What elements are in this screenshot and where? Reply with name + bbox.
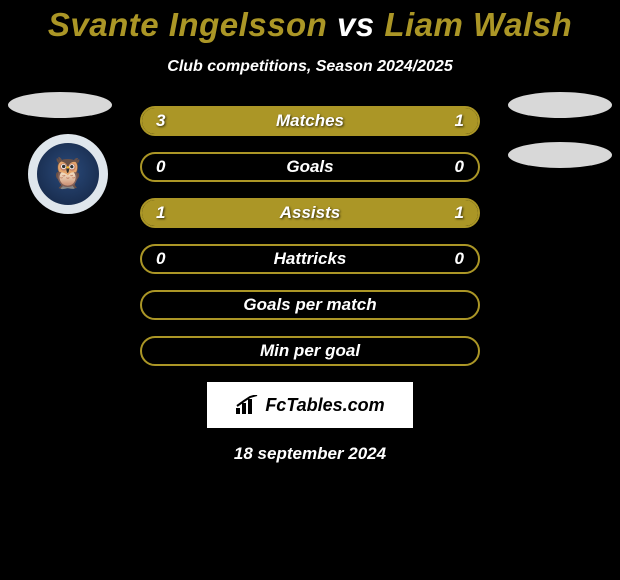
stat-label: Hattricks — [274, 249, 347, 269]
stat-fill-right — [394, 108, 478, 134]
stat-row: 0 0 Goals — [140, 152, 480, 182]
club-left-area: 🦉 — [8, 92, 112, 118]
owl-icon: 🦉 — [49, 159, 86, 189]
subtitle: Club competitions, Season 2024/2025 — [0, 58, 620, 76]
stat-label: Assists — [280, 203, 340, 223]
stat-value-left: 3 — [156, 111, 165, 131]
page-title: Svante Ingelsson vs Liam Walsh — [0, 0, 620, 44]
club-right-area — [508, 92, 612, 168]
stat-row: Min per goal — [140, 336, 480, 366]
brand-text: FcTables.com — [265, 395, 384, 416]
stat-label: Matches — [276, 111, 344, 131]
stat-row: Goals per match — [140, 290, 480, 320]
club-right-placeholder-1 — [508, 92, 612, 118]
stat-value-right: 1 — [455, 203, 464, 223]
stat-bars: 3 1 Matches 0 0 Goals 1 1 Assists 0 0 Hattricks Goal… — [140, 106, 480, 366]
stat-label: Goals per match — [243, 295, 376, 315]
comparison-card: Svante Ingelsson vs Liam Walsh Club comp… — [0, 0, 620, 580]
comparison-content: 🦉 3 1 Matches 0 0 Goals 1 1 Assists 0 0 Hattricks Go… — [0, 106, 620, 464]
vs-text: vs — [337, 6, 375, 43]
stat-row: 1 1 Assists — [140, 198, 480, 228]
date-text: 18 september 2024 — [0, 444, 620, 464]
stat-row: 0 0 Hattricks — [140, 244, 480, 274]
club-right-placeholder-2 — [508, 142, 612, 168]
player1-name: Svante Ingelsson — [48, 6, 327, 43]
club-badge-inner: 🦉 — [34, 140, 102, 208]
stat-value-right: 0 — [455, 249, 464, 269]
stat-value-right: 1 — [455, 111, 464, 131]
stat-value-right: 0 — [455, 157, 464, 177]
brand-box: FcTables.com — [207, 382, 413, 428]
stat-label: Goals — [286, 157, 333, 177]
brand-chart-icon — [235, 395, 259, 415]
club-left-badge: 🦉 — [28, 134, 108, 214]
stat-fill-left — [142, 108, 394, 134]
player2-name: Liam Walsh — [384, 6, 572, 43]
club-left-placeholder — [8, 92, 112, 118]
stat-value-left: 0 — [156, 249, 165, 269]
stat-label: Min per goal — [260, 341, 360, 361]
stat-value-left: 1 — [156, 203, 165, 223]
stat-row: 3 1 Matches — [140, 106, 480, 136]
stat-value-left: 0 — [156, 157, 165, 177]
